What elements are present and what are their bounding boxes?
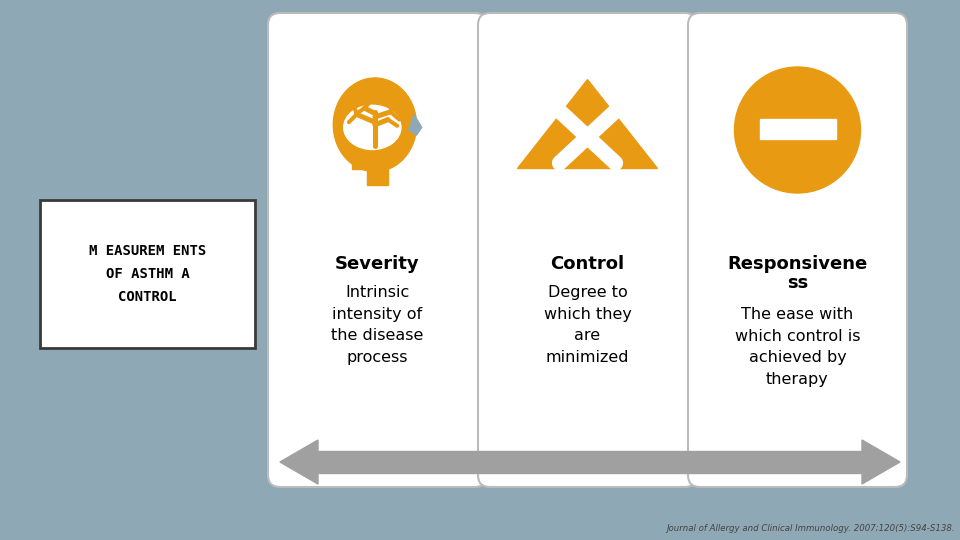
FancyBboxPatch shape xyxy=(478,13,697,487)
Polygon shape xyxy=(280,440,318,484)
Bar xyxy=(318,451,862,473)
Ellipse shape xyxy=(344,105,401,150)
Text: The ease with
which control is
achieved by
therapy: The ease with which control is achieved … xyxy=(734,307,860,387)
Text: Intrinsic
intensity of
the disease
process: Intrinsic intensity of the disease proce… xyxy=(331,285,423,365)
FancyBboxPatch shape xyxy=(268,13,487,487)
Bar xyxy=(367,166,388,185)
Ellipse shape xyxy=(333,78,417,172)
Circle shape xyxy=(734,67,860,193)
FancyBboxPatch shape xyxy=(40,200,255,348)
Text: Control: Control xyxy=(550,255,625,273)
Text: Degree to
which they
are
minimized: Degree to which they are minimized xyxy=(543,285,632,365)
Text: Journal of Allergy and Clinical Immunology. 2007;120(5):S94-S138.: Journal of Allergy and Clinical Immunolo… xyxy=(666,524,955,533)
Polygon shape xyxy=(517,79,658,168)
Polygon shape xyxy=(409,114,421,135)
Polygon shape xyxy=(351,156,383,169)
Text: Severity: Severity xyxy=(335,255,420,273)
Bar xyxy=(0,0,480,540)
Text: M EASUREM ENTS
OF ASTHM A
CONTROL: M EASUREM ENTS OF ASTHM A CONTROL xyxy=(89,244,206,304)
Bar xyxy=(759,119,835,139)
FancyBboxPatch shape xyxy=(688,13,907,487)
Polygon shape xyxy=(862,440,900,484)
Text: Responsivene
ss: Responsivene ss xyxy=(728,255,868,292)
